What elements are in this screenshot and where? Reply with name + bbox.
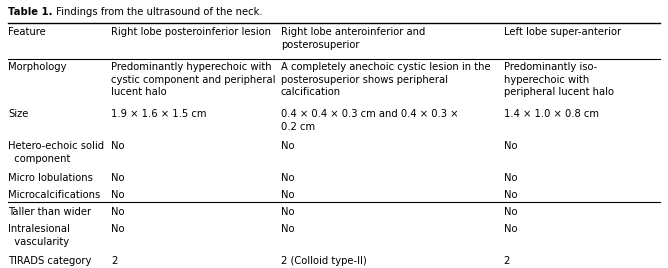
Text: Feature: Feature — [8, 27, 46, 38]
Text: Right lobe anteroinferior and
posterosuperior: Right lobe anteroinferior and posterosup… — [281, 27, 425, 50]
Text: 1.9 × 1.6 × 1.5 cm: 1.9 × 1.6 × 1.5 cm — [111, 109, 206, 119]
Text: No: No — [111, 141, 125, 151]
Text: Size: Size — [8, 109, 29, 119]
Text: No: No — [504, 141, 517, 151]
Text: A completely anechoic cystic lesion in the
posterosuperior shows peripheral
calc: A completely anechoic cystic lesion in t… — [281, 62, 490, 97]
Text: 0.4 × 0.4 × 0.3 cm and 0.4 × 0.3 ×
0.2 cm: 0.4 × 0.4 × 0.3 cm and 0.4 × 0.3 × 0.2 c… — [281, 109, 458, 132]
Text: No: No — [281, 207, 295, 217]
Text: No: No — [111, 190, 125, 200]
Text: Intralesional
  vascularity: Intralesional vascularity — [8, 224, 70, 247]
Text: No: No — [504, 190, 517, 200]
Text: No: No — [111, 207, 125, 217]
Text: 2 (Colloid type-II): 2 (Colloid type-II) — [281, 256, 367, 266]
Text: No: No — [281, 173, 295, 183]
Text: Right lobe posteroinferior lesion: Right lobe posteroinferior lesion — [111, 27, 271, 38]
Text: Taller than wider: Taller than wider — [8, 207, 91, 217]
Text: Morphology: Morphology — [8, 62, 67, 72]
Text: TIRADS category: TIRADS category — [8, 256, 92, 266]
Text: 2: 2 — [111, 256, 118, 266]
Text: No: No — [111, 173, 125, 183]
Text: No: No — [281, 141, 295, 151]
Text: No: No — [281, 190, 295, 200]
Text: No: No — [111, 224, 125, 234]
Text: Predominantly hyperechoic with
cystic component and peripheral
lucent halo: Predominantly hyperechoic with cystic co… — [111, 62, 276, 97]
Text: Table 1.: Table 1. — [8, 6, 53, 17]
Text: No: No — [504, 224, 517, 234]
Text: No: No — [504, 207, 517, 217]
Text: No: No — [504, 173, 517, 183]
Text: 2: 2 — [504, 256, 510, 266]
Text: Micro lobulations: Micro lobulations — [8, 173, 93, 183]
Text: Findings from the ultrasound of the neck.: Findings from the ultrasound of the neck… — [53, 6, 263, 17]
Text: Left lobe super-anterior: Left lobe super-anterior — [504, 27, 621, 38]
Text: Predominantly iso-
hyperechoic with
peripheral lucent halo: Predominantly iso- hyperechoic with peri… — [504, 62, 614, 97]
Text: Microcalcifications: Microcalcifications — [8, 190, 100, 200]
Text: Hetero-echoic solid
  component: Hetero-echoic solid component — [8, 141, 104, 164]
Text: No: No — [281, 224, 295, 234]
Text: 1.4 × 1.0 × 0.8 cm: 1.4 × 1.0 × 0.8 cm — [504, 109, 599, 119]
